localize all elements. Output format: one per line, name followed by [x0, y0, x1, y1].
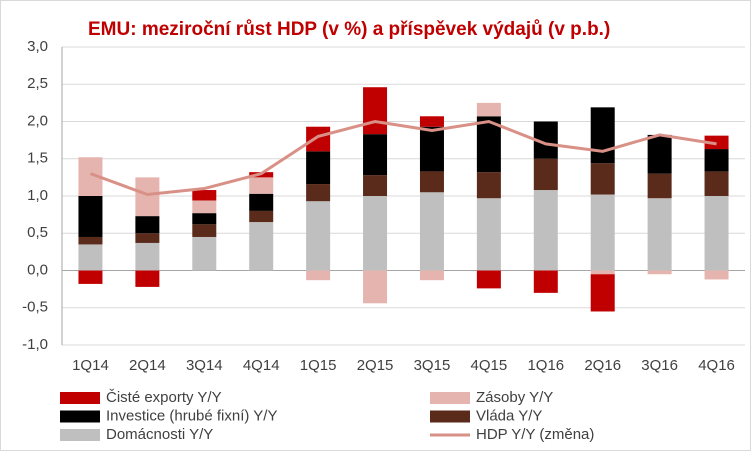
bar-segment	[306, 270, 331, 281]
legend-label: Investice (hrubé fixní) Y/Y	[106, 407, 277, 424]
bar-segment	[590, 163, 615, 195]
bar-segment	[363, 134, 388, 176]
bar-segment	[476, 270, 501, 289]
bar-segment	[590, 194, 615, 271]
y-tick-label: 2,0	[27, 112, 48, 129]
bar-segment	[704, 196, 729, 271]
bar-segment	[192, 224, 217, 237]
bar-segment	[647, 198, 672, 271]
y-tick-label: 3,0	[27, 38, 48, 55]
legend-label: HDP Y/Y (změna)	[476, 426, 594, 443]
bar-segment	[363, 175, 388, 196]
bar-segment	[704, 270, 729, 280]
x-tick-label: 3Q15	[414, 357, 451, 374]
bar-segment	[135, 177, 160, 217]
x-tick-label: 3Q14	[186, 357, 223, 374]
x-tick-label: 1Q16	[527, 357, 564, 374]
bar-segment	[419, 270, 444, 281]
bar-segment	[249, 210, 274, 223]
bar-segment	[363, 196, 388, 271]
y-tick-label: 2,5	[27, 75, 48, 92]
bar-segment	[306, 126, 331, 152]
legend-swatch	[60, 392, 100, 404]
y-tick-label: 0,5	[27, 224, 48, 241]
chart-title: EMU: meziroční růst HDP (v %) a příspěve…	[88, 19, 610, 40]
x-tick-label: 4Q15	[471, 357, 508, 374]
bar-segment	[647, 134, 672, 174]
bar-segment	[647, 173, 672, 199]
bar-segment	[363, 270, 388, 304]
legend-label: Zásoby Y/Y	[476, 389, 553, 406]
bar-segment	[135, 242, 160, 271]
bar-segment	[419, 116, 444, 127]
bar-segment	[533, 270, 558, 293]
legend-swatch	[430, 392, 470, 404]
x-tick-label: 3Q16	[641, 357, 678, 374]
bar-segment	[192, 190, 217, 201]
bar-segment	[249, 177, 274, 194]
bar-segment	[135, 216, 160, 234]
x-tick-label: 4Q14	[243, 357, 280, 374]
y-tick-label: -1,0	[22, 336, 48, 353]
bar-segment	[192, 200, 217, 214]
bar-segment	[647, 270, 672, 275]
legend-swatch	[60, 429, 100, 441]
bar-segment	[476, 102, 501, 117]
bar-segment	[704, 171, 729, 196]
bar-segment	[476, 198, 501, 271]
bar-segment	[419, 192, 444, 271]
y-tick-label: -0,5	[22, 299, 48, 316]
bar-segment	[78, 244, 103, 271]
legend-swatch	[60, 410, 100, 423]
bar-segment	[192, 213, 217, 225]
legend-swatch	[430, 410, 470, 423]
bar-segment	[533, 190, 558, 271]
bar-segment	[306, 151, 331, 185]
y-tick-label: 1,5	[27, 150, 48, 167]
bar-segment	[249, 222, 274, 271]
line-series	[89, 119, 717, 197]
bar-segment	[533, 158, 558, 191]
bar-segment	[78, 236, 103, 245]
bar-segment	[306, 201, 331, 271]
bar-segment	[476, 172, 501, 199]
y-tick-label: 1,0	[27, 187, 48, 204]
x-tick-label: 2Q14	[129, 357, 166, 374]
bar-segment	[419, 171, 444, 193]
bar-segment	[135, 270, 160, 287]
legend-label: Domácnosti Y/Y	[106, 426, 213, 443]
bar-segment	[192, 236, 217, 271]
bar-segment	[135, 233, 160, 243]
bar-segment	[306, 184, 331, 202]
bar-segment	[704, 149, 729, 172]
x-tick-label: 4Q16	[698, 357, 735, 374]
bar-segment	[590, 270, 615, 275]
x-tick-label: 1Q14	[72, 357, 109, 374]
legend-label: Čisté exporty Y/Y	[106, 389, 222, 406]
bar-segment	[419, 126, 444, 172]
bar-segment	[363, 87, 388, 135]
y-tick-label: 0,0	[27, 261, 48, 278]
bar-segment	[78, 196, 103, 237]
bar-segment	[249, 193, 274, 211]
bar-segment	[590, 274, 615, 312]
x-tick-label: 1Q15	[300, 357, 337, 374]
bar-segment	[590, 107, 615, 164]
x-tick-label: 2Q16	[584, 357, 621, 374]
x-tick-label: 2Q15	[357, 357, 394, 374]
legend-label: Vláda Y/Y	[476, 407, 542, 424]
bar-segment	[78, 270, 103, 284]
